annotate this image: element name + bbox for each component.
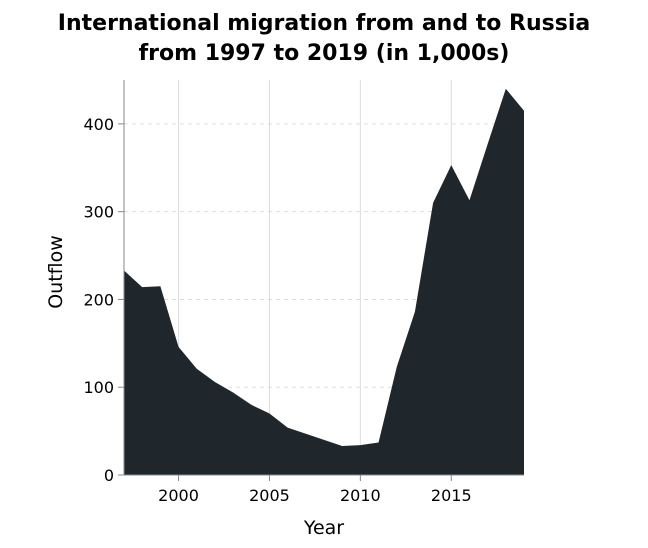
- axes: 2000 2005 2010 2015 0 100 200 300 400: [83, 80, 524, 505]
- outflow-area: [124, 88, 524, 476]
- y-tick-label: 400: [83, 115, 114, 134]
- y-axis-label: Outflow: [45, 235, 67, 309]
- chart-title-line-1: International migration from and to Russ…: [58, 11, 590, 36]
- chart-title-line-2: from 1997 to 2019 (in 1,000s): [139, 41, 510, 66]
- x-tick-label: 2015: [431, 486, 472, 505]
- x-tick-label: 2010: [340, 486, 381, 505]
- y-tick-label: 0: [104, 466, 114, 485]
- y-tick-label: 300: [83, 203, 114, 222]
- data-area: [124, 88, 524, 476]
- x-tick-label: 2000: [158, 486, 199, 505]
- y-tick-label: 200: [83, 290, 114, 309]
- x-axis-label: Year: [303, 517, 344, 539]
- x-tick-label: 2005: [249, 486, 290, 505]
- y-tick-label: 100: [83, 378, 114, 397]
